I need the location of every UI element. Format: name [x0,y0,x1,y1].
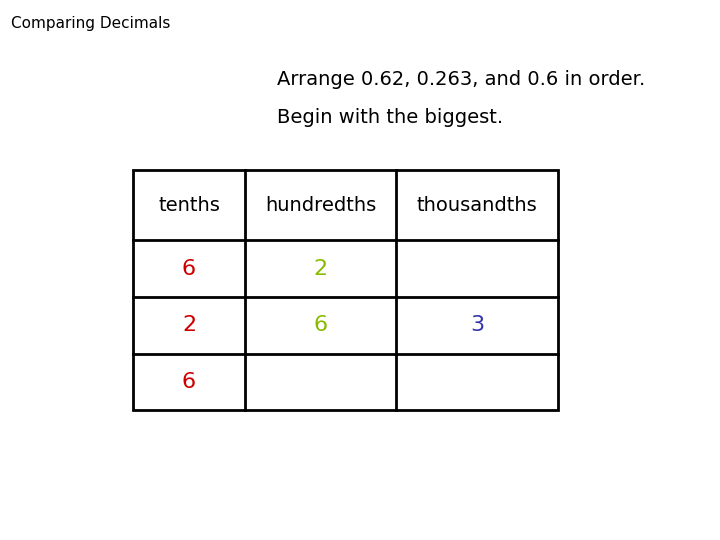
Text: thousandths: thousandths [417,195,537,215]
Text: Comparing Decimals: Comparing Decimals [11,16,170,31]
Text: hundredths: hundredths [265,195,376,215]
Text: 2: 2 [313,259,328,279]
Text: 3: 3 [470,315,484,335]
Text: 6: 6 [182,259,196,279]
Text: tenths: tenths [158,195,220,215]
Text: 6: 6 [313,315,328,335]
Text: Arrange 0.62, 0.263, and 0.6 in order.: Arrange 0.62, 0.263, and 0.6 in order. [277,70,645,89]
Text: 2: 2 [182,315,196,335]
Text: Begin with the biggest.: Begin with the biggest. [277,108,503,127]
Bar [133,170,558,410]
Text: 6: 6 [182,372,196,392]
